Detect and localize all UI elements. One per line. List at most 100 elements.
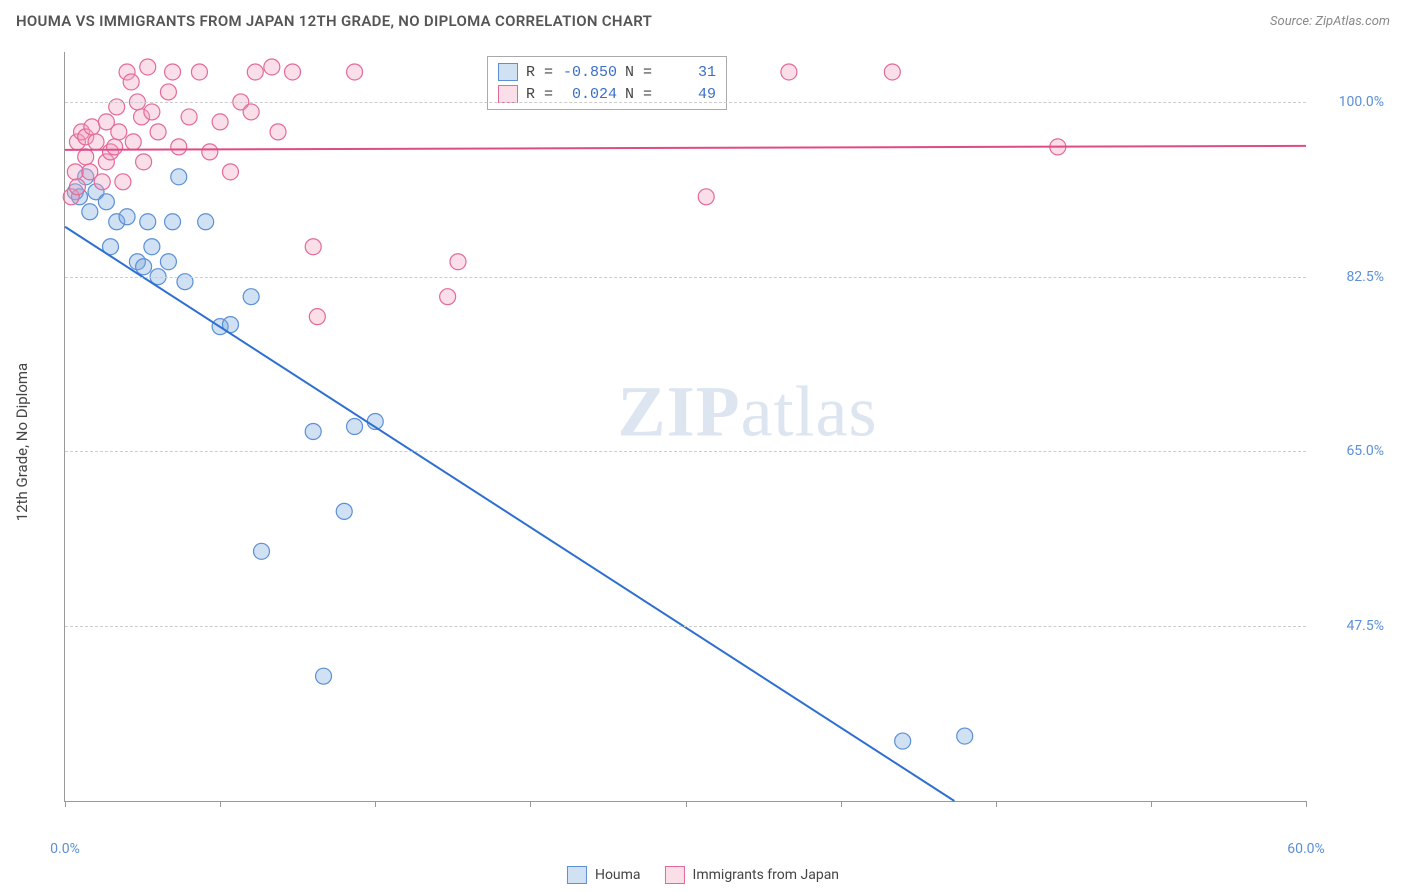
- scatter-point: [270, 124, 286, 140]
- n-value-houma: 31: [660, 64, 716, 81]
- scatter-point: [88, 134, 104, 150]
- r-value-houma: -0.850: [561, 64, 617, 81]
- gridline: [65, 277, 1306, 278]
- x-tick-mark: [841, 801, 842, 807]
- scatter-point: [165, 64, 181, 80]
- y-axis-label: 12th Grade, No Diploma: [13, 363, 31, 521]
- scatter-point: [119, 209, 135, 225]
- chart-title: HOUMA VS IMMIGRANTS FROM JAPAN 12TH GRAD…: [16, 12, 652, 30]
- swatch-pink-icon: [498, 85, 518, 103]
- scatter-point: [884, 64, 900, 80]
- scatter-point: [144, 239, 160, 255]
- swatch-blue-icon: [498, 63, 518, 81]
- scatter-point: [111, 124, 127, 140]
- scatter-point: [136, 154, 152, 170]
- scatter-point: [69, 179, 85, 195]
- x-tick-mark: [1306, 801, 1307, 807]
- x-tick-mark: [1151, 801, 1152, 807]
- plot-box: ZIPatlas R = -0.850 N = 31 R = 0.024 N =…: [64, 52, 1306, 802]
- scatter-point: [150, 124, 166, 140]
- scatter-point: [125, 134, 141, 150]
- scatter-point: [440, 289, 456, 305]
- scatter-point: [243, 289, 259, 305]
- scatter-point: [264, 59, 280, 75]
- x-tick-mark: [375, 801, 376, 807]
- gridline: [65, 451, 1306, 452]
- scatter-point: [781, 64, 797, 80]
- legend-label-japan: Immigrants from Japan: [693, 867, 839, 883]
- scatter-point: [698, 189, 714, 205]
- x-tick-mark: [686, 801, 687, 807]
- r-label: R =: [526, 86, 553, 103]
- y-tick-label: 82.5%: [1314, 269, 1384, 285]
- scatter-point: [67, 164, 83, 180]
- scatter-point: [247, 64, 263, 80]
- swatch-pink-icon: [665, 866, 685, 884]
- x-tick-label: 0.0%: [50, 841, 80, 857]
- scatter-point: [98, 194, 114, 210]
- scatter-point: [316, 668, 332, 684]
- x-tick-mark: [530, 801, 531, 807]
- scatter-point: [140, 214, 156, 230]
- scatter-point: [202, 144, 218, 160]
- scatter-point: [171, 139, 187, 155]
- scatter-point: [309, 309, 325, 325]
- scatter-point: [82, 204, 98, 220]
- n-label: N =: [625, 86, 652, 103]
- scatter-point: [160, 84, 176, 100]
- scatter-point: [171, 169, 187, 185]
- title-bar: HOUMA VS IMMIGRANTS FROM JAPAN 12TH GRAD…: [0, 0, 1406, 38]
- scatter-point: [253, 543, 269, 559]
- scatter-point: [895, 733, 911, 749]
- scatter-point: [181, 109, 197, 125]
- scatter-point: [285, 64, 301, 80]
- scatter-point: [222, 164, 238, 180]
- series-legend: Houma Immigrants from Japan: [567, 866, 839, 884]
- scatter-point: [347, 64, 363, 80]
- scatter-point: [160, 254, 176, 270]
- scatter-point: [136, 259, 152, 275]
- scatter-point: [212, 114, 228, 130]
- scatter-point: [140, 59, 156, 75]
- scatter-point: [347, 419, 363, 435]
- r-label: R =: [526, 64, 553, 81]
- scatter-point: [94, 174, 110, 190]
- y-tick-label: 47.5%: [1314, 618, 1384, 634]
- scatter-point: [165, 214, 181, 230]
- scatter-point: [84, 119, 100, 135]
- regression-line: [65, 227, 954, 801]
- gridline: [65, 626, 1306, 627]
- scatter-point: [305, 423, 321, 439]
- chart-area: 12th Grade, No Diploma ZIPatlas R = -0.8…: [50, 52, 1386, 832]
- x-tick-mark: [220, 801, 221, 807]
- x-tick-label: 60.0%: [1287, 841, 1325, 857]
- legend-item-japan: Immigrants from Japan: [665, 866, 839, 884]
- scatter-point: [78, 149, 94, 165]
- scatter-point: [115, 174, 131, 190]
- y-tick-label: 65.0%: [1314, 443, 1384, 459]
- x-tick-mark: [65, 801, 66, 807]
- scatter-point: [191, 64, 207, 80]
- x-tick-mark: [996, 801, 997, 807]
- n-value-japan: 49: [660, 86, 716, 103]
- legend-row-houma: R = -0.850 N = 31: [498, 61, 716, 83]
- scatter-point: [957, 728, 973, 744]
- scatter-point: [107, 139, 123, 155]
- plot-svg: [65, 52, 1306, 801]
- swatch-blue-icon: [567, 866, 587, 884]
- y-tick-label: 100.0%: [1314, 94, 1384, 110]
- source-label: Source: ZipAtlas.com: [1270, 14, 1390, 29]
- scatter-point: [336, 503, 352, 519]
- scatter-point: [144, 104, 160, 120]
- scatter-point: [305, 239, 321, 255]
- n-label: N =: [625, 64, 652, 81]
- r-value-japan: 0.024: [561, 86, 617, 103]
- scatter-point: [198, 214, 214, 230]
- regression-line: [65, 146, 1306, 150]
- scatter-point: [243, 104, 259, 120]
- scatter-point: [123, 74, 139, 90]
- scatter-point: [450, 254, 466, 270]
- legend-item-houma: Houma: [567, 866, 641, 884]
- gridline: [65, 102, 1306, 103]
- legend-label-houma: Houma: [595, 867, 641, 883]
